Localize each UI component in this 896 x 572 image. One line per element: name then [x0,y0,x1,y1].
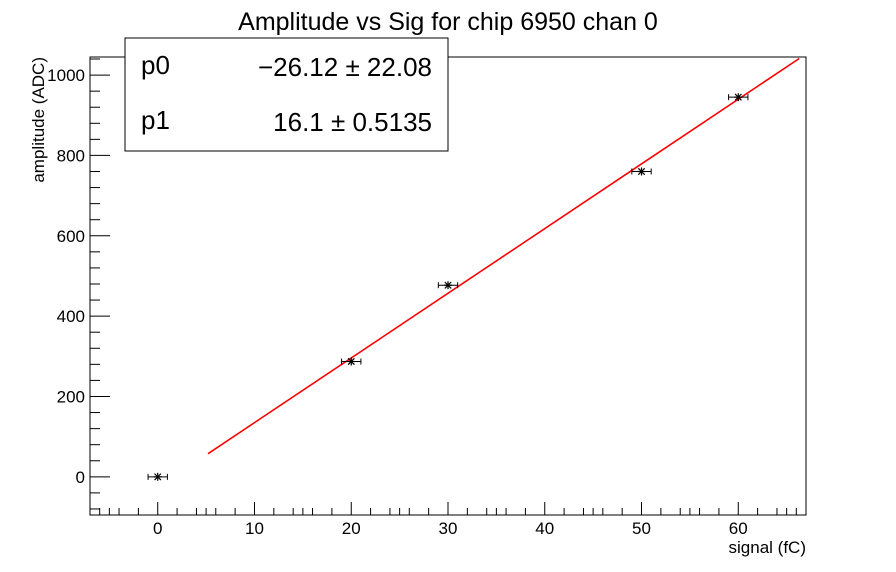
fit-stats-box: p0 −26.12 ± 22.08 p1 16.1 ± 0.5135 [124,37,449,152]
marker-stroke [347,357,355,366]
data-point [728,93,749,102]
x-tick-label: 30 [439,519,458,538]
data-point [147,472,168,481]
x-tick-label: 50 [632,519,651,538]
marker-stroke [154,473,162,481]
stats-p1-value: 16.1 ± 0.5135 [273,107,432,137]
y-tick-label: 0 [76,468,85,487]
y-tick-label: 400 [57,307,85,326]
y-tick-label: 800 [57,146,85,165]
stats-box-frame [124,37,449,152]
y-axis-ticks: 0 200 400 600 800 1000 [47,58,110,510]
x-tick-label: 10 [245,519,264,538]
fit-line [207,57,800,455]
x-tick-label: 60 [729,519,748,538]
data-point [341,357,362,366]
stats-p1-name: p1 [141,105,170,135]
data-points [147,93,749,481]
fit-line-group [207,57,800,455]
data-point [437,281,459,290]
x-tick-label: 20 [342,519,361,538]
y-tick-label: 1000 [47,66,85,85]
y-axis-label: amplitude (ADC) [29,57,48,183]
marker-stroke [444,281,452,289]
y-tick-label: 600 [57,227,85,246]
chart-title: Amplitude vs Sig for chip 6950 chan 0 [238,8,658,36]
stats-p0-value: −26.12 ± 22.08 [258,52,432,82]
x-tick-label: 0 [153,519,162,538]
y-tick-label: 200 [57,387,85,406]
marker-stroke [734,93,742,101]
x-axis-ticks: 0 10 20 30 40 50 60 [99,502,797,538]
stats-p0-name: p0 [141,50,170,80]
data-point [631,167,652,176]
x-axis-label: signal (fC) [729,538,806,557]
marker-stroke [637,167,646,176]
x-tick-label: 40 [535,519,554,538]
